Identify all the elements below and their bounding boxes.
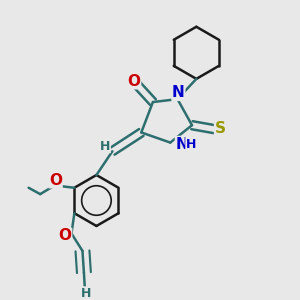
Text: H: H <box>186 137 196 151</box>
Text: S: S <box>214 121 226 136</box>
Text: H: H <box>81 287 92 300</box>
Text: O: O <box>128 74 141 89</box>
Text: O: O <box>58 228 72 243</box>
Text: O: O <box>49 173 62 188</box>
Text: N: N <box>172 85 185 100</box>
Text: H: H <box>100 140 110 153</box>
Text: N: N <box>176 136 188 152</box>
